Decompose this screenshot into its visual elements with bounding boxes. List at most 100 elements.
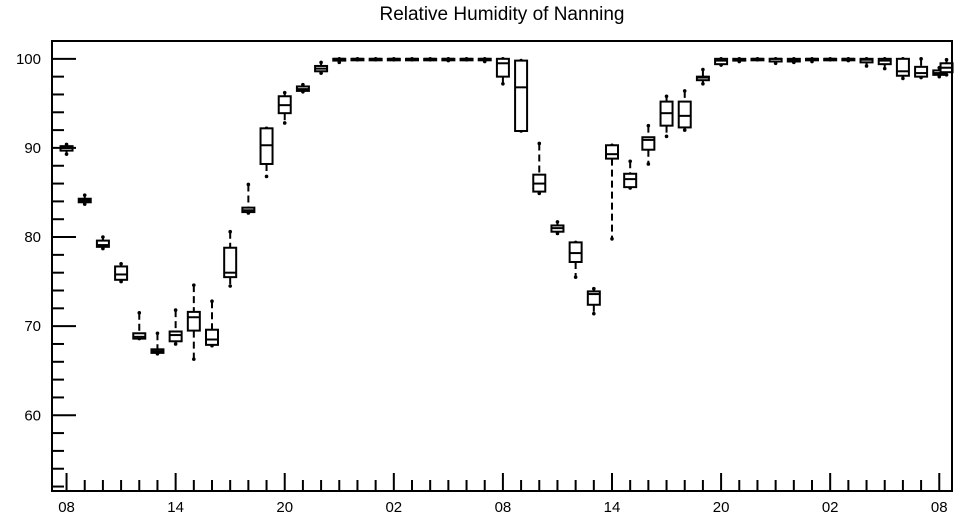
- box-plot: [205, 299, 219, 348]
- max-marker: [319, 60, 323, 65]
- x-tick-label: 08: [931, 499, 948, 516]
- box-plot: [477, 57, 492, 64]
- box-plot: [532, 141, 547, 196]
- box-plot: [841, 57, 856, 63]
- box-plot: [823, 57, 838, 62]
- max-marker: [210, 299, 214, 303]
- max-marker: [664, 94, 669, 99]
- min-marker: [882, 66, 887, 71]
- box-plot: [295, 82, 310, 94]
- x-tick-label: 20: [276, 499, 293, 516]
- y-tick-label: 90: [24, 140, 41, 157]
- box-plot: [186, 283, 201, 361]
- box-plot: [914, 57, 929, 80]
- box-body: [95, 239, 110, 248]
- max-marker: [537, 141, 542, 146]
- x-tick-label: 08: [58, 499, 75, 516]
- max-marker: [119, 261, 123, 266]
- box-plot: [459, 57, 474, 62]
- x-tick-label: 14: [604, 499, 621, 516]
- box-plot: [368, 57, 383, 62]
- min-marker: [501, 81, 505, 86]
- x-tick-label: 02: [385, 499, 402, 516]
- max-marker: [228, 229, 232, 234]
- y-tick-label: 60: [24, 407, 41, 424]
- chart-title: Relative Humidity of Nanning: [379, 4, 625, 25]
- box-body: [623, 172, 638, 189]
- max-marker: [682, 89, 687, 93]
- min-marker: [944, 73, 949, 77]
- y-tick-label: 70: [24, 318, 41, 335]
- box-body: [677, 100, 692, 129]
- box-plot: [859, 57, 874, 68]
- min-marker: [192, 357, 196, 361]
- x-tick-label: 14: [167, 499, 184, 516]
- box-plot: [750, 57, 765, 62]
- min-marker: [864, 64, 869, 68]
- box-body: [223, 246, 238, 279]
- max-marker: [282, 90, 287, 95]
- box-body: [495, 57, 510, 78]
- box-plot-series: [59, 57, 954, 361]
- min-marker: [610, 237, 614, 241]
- box-plot: [732, 57, 747, 64]
- box-body: [186, 310, 201, 332]
- box-plot: [95, 235, 110, 251]
- box-plot: [386, 57, 401, 62]
- box-plot: [568, 240, 583, 279]
- box-plot: [623, 159, 638, 190]
- min-marker: [573, 275, 578, 279]
- box-plot: [895, 57, 910, 81]
- y-tick-label: 80: [24, 229, 41, 246]
- box-body: [205, 328, 219, 346]
- max-marker: [173, 308, 178, 312]
- box-plot: [150, 331, 165, 356]
- box-plot: [168, 308, 183, 346]
- box-plot: [314, 60, 329, 75]
- x-tick-label: 02: [822, 499, 839, 516]
- max-marker: [701, 67, 705, 72]
- box-plot: [586, 286, 601, 316]
- max-marker: [628, 159, 632, 164]
- max-marker: [919, 57, 923, 61]
- box-plot: [786, 57, 801, 65]
- box-body: [605, 144, 619, 160]
- max-marker: [192, 283, 196, 287]
- box-plot: [495, 57, 510, 86]
- box-plot: [768, 57, 783, 66]
- box-plot: [714, 57, 729, 67]
- min-marker: [682, 128, 687, 132]
- box-plot: [241, 182, 256, 215]
- box-plot: [550, 220, 565, 236]
- max-marker: [646, 123, 651, 128]
- box-plot: [59, 142, 74, 156]
- box-plot: [659, 94, 674, 139]
- min-marker: [64, 152, 69, 156]
- box-plot: [423, 57, 438, 62]
- max-marker: [246, 182, 251, 187]
- min-marker: [228, 284, 232, 288]
- min-marker: [282, 121, 287, 125]
- box-plot: [695, 67, 710, 86]
- max-marker: [137, 310, 142, 315]
- min-marker: [592, 311, 596, 316]
- plot-frame: [51, 40, 953, 492]
- min-marker: [264, 174, 269, 179]
- x-tick-label: 08: [495, 499, 512, 516]
- max-marker: [592, 286, 596, 291]
- box-plot: [277, 90, 292, 125]
- min-marker: [173, 342, 178, 346]
- max-marker: [944, 57, 949, 62]
- box-plot: [641, 123, 656, 166]
- box-plot: [350, 57, 365, 62]
- box-plot: [132, 310, 147, 341]
- box-plot: [441, 57, 456, 63]
- box-plot: [514, 58, 529, 133]
- box-plot: [114, 261, 129, 284]
- min-marker: [701, 81, 705, 86]
- axes: 60 70 80 90 100 08 14 20 02 08 14 20 02 08: [16, 40, 948, 516]
- box-body: [895, 57, 910, 77]
- box-plot: [405, 57, 419, 62]
- box-plot: [332, 57, 347, 65]
